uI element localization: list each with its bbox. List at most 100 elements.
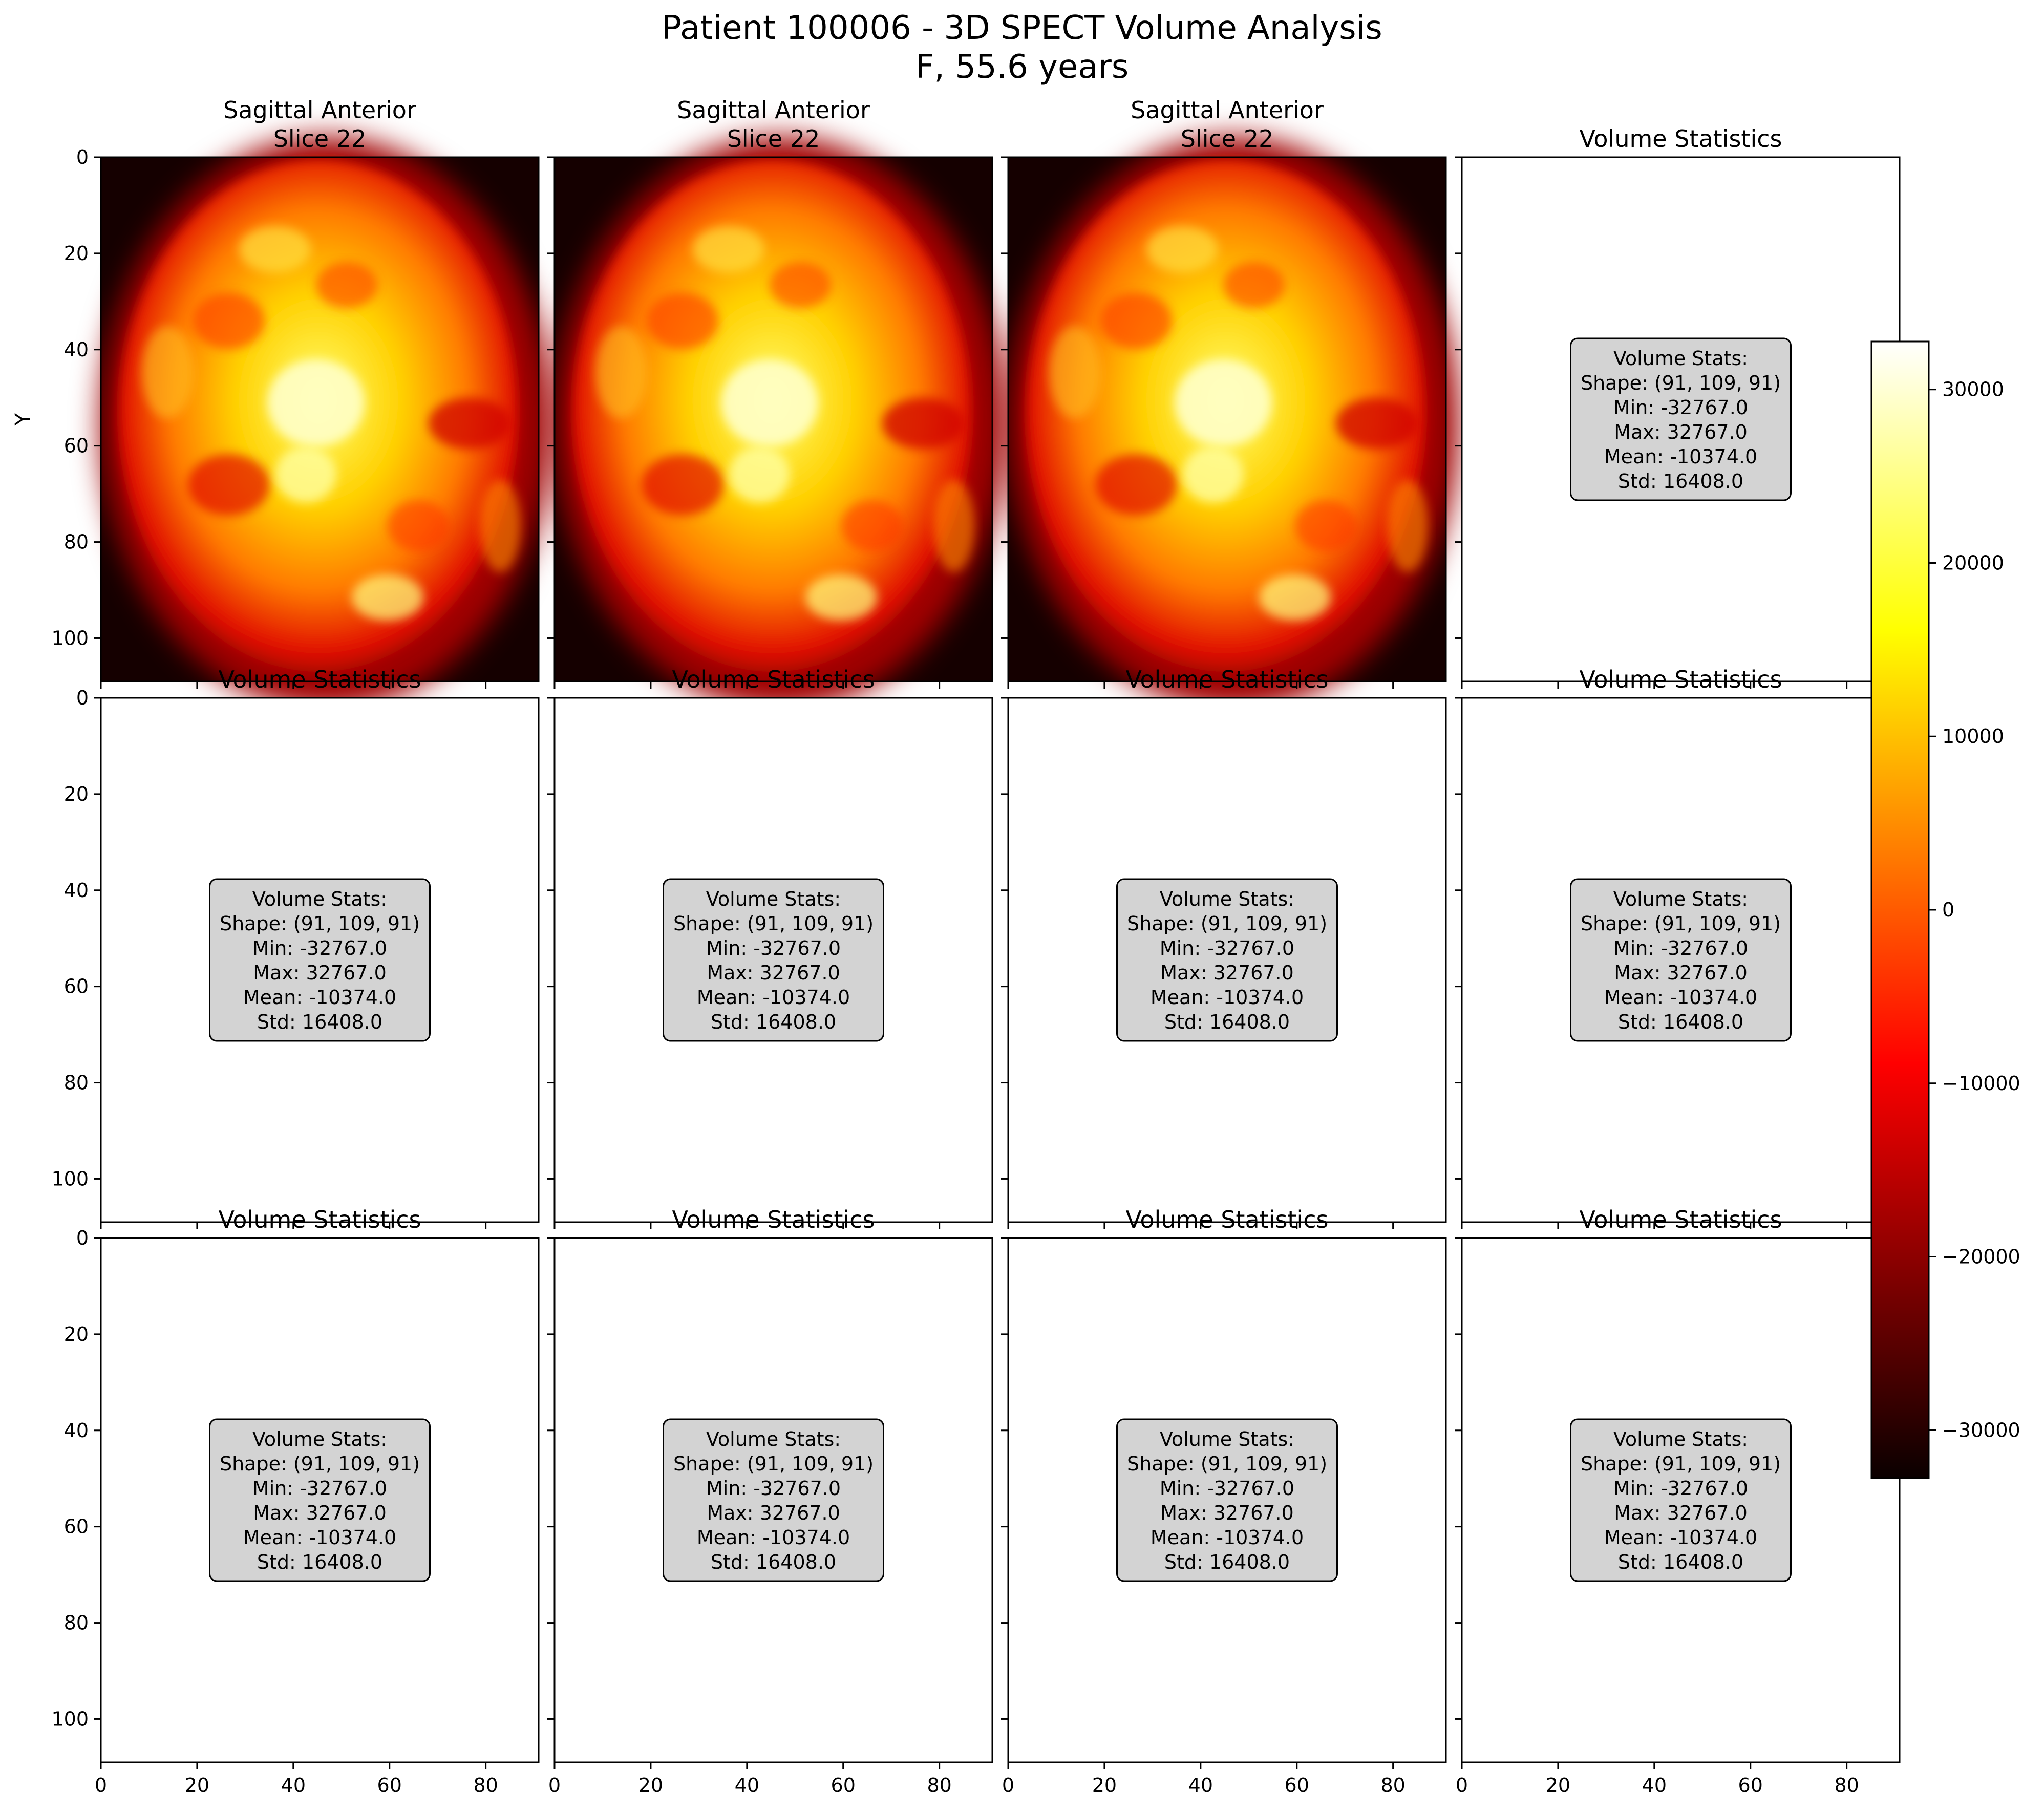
stats-line: Shape: (91, 109, 91) [1127, 1453, 1327, 1475]
stats-line: Mean: -10374.0 [1604, 1526, 1757, 1549]
colorbar-tick-label: 0 [1942, 899, 1954, 921]
x-tick-label: 40 [1642, 1774, 1667, 1797]
colorbar-tick-label: −30000 [1942, 1419, 2020, 1441]
y-tick-label: 20 [64, 1323, 89, 1346]
panel-2-2: Volume Stats: Shape: (91, 109, 91)Min: -3… [1001, 1206, 1447, 1797]
stats-box [1116, 1418, 1338, 1582]
y-tick-label: 0 [76, 687, 89, 709]
y-tick-label: 100 [51, 1708, 89, 1730]
stats-line: Volume Stats: [252, 1428, 387, 1450]
stats-line: Std: 16408.0 [1164, 1011, 1290, 1033]
panel-frame [553, 697, 993, 1223]
stats-box [663, 1418, 884, 1582]
stats-line: Shape: (91, 109, 91) [220, 1453, 420, 1475]
panel-frame [100, 697, 540, 1223]
stats-line: Std: 16408.0 [1618, 1011, 1743, 1033]
panel-frame [1461, 1237, 1901, 1763]
stats-line: Min: -32767.0 [706, 937, 841, 959]
x-tick-label: 0 [1456, 1774, 1468, 1797]
y-tick-label: 20 [64, 783, 89, 805]
stats-line: Min: -32767.0 [1613, 937, 1748, 959]
y-tick-label: 0 [76, 146, 89, 168]
panel-title: Slice 22 [273, 125, 367, 153]
y-tick-label: 20 [64, 242, 89, 265]
x-tick-label: 80 [1380, 1774, 1405, 1797]
y-tick-label: 80 [64, 531, 89, 553]
panel-2-1: Volume Stats: Shape: (91, 109, 91)Min: -3… [547, 1206, 993, 1797]
spect-slice-image [101, 137, 551, 710]
stats-line: Mean: -10374.0 [243, 986, 396, 1009]
stats-line: Volume Stats: [706, 888, 841, 910]
panel-frame [100, 156, 540, 682]
stats-line: Shape: (91, 109, 91) [1127, 912, 1327, 935]
panel-title: Volume Statistics [672, 1206, 875, 1233]
y-tick-label: 60 [64, 1516, 89, 1538]
panel-1-3: Volume Stats:Shape: (91, 109, 91)Min: -3… [1455, 666, 1901, 1229]
stats-line: Min: -32767.0 [1613, 1477, 1748, 1500]
y-tick-label: 100 [51, 627, 89, 649]
x-tick-label: 80 [927, 1774, 951, 1797]
y-tick-label: 0 [76, 1227, 89, 1249]
stats-line: Volume Stats: [1160, 1428, 1294, 1450]
panel-title: Volume Statistics [1580, 666, 1782, 693]
x-tick-label: 20 [1092, 1774, 1117, 1797]
stats-line: Max: 32767.0 [1614, 962, 1748, 984]
x-tick-label: 0 [1002, 1774, 1014, 1797]
colorbar-gradient [1870, 340, 1930, 1479]
x-tick-label: 60 [1738, 1774, 1763, 1797]
panel-title: Slice 22 [727, 125, 820, 153]
y-tick-label: 80 [64, 1612, 89, 1634]
x-tick-label: 20 [185, 1774, 209, 1797]
y-tick-label: 40 [64, 1419, 89, 1442]
stats-line: Volume Stats: [1613, 888, 1748, 910]
stats-line: Max: 32767.0 [253, 962, 387, 984]
stats-line: Min: -32767.0 [1613, 396, 1748, 419]
panel-title: Volume Statistics [219, 666, 421, 693]
stats-line: Max: 32767.0 [1614, 1502, 1748, 1524]
stats-line: Mean: -10374.0 [243, 1526, 396, 1549]
stats-line: Mean: -10374.0 [1604, 986, 1757, 1009]
x-tick-label: 60 [831, 1774, 856, 1797]
panel-1-1: Volume Stats:Shape: (91, 109, 91)Min: -3… [547, 666, 993, 1229]
colorbar-tick-label: −20000 [1942, 1246, 2020, 1268]
panel-frame [1007, 156, 1447, 682]
stats-line: Max: 32767.0 [707, 962, 840, 984]
panel-title: Volume Statistics [672, 666, 875, 693]
stats-line: Mean: -10374.0 [1151, 986, 1304, 1009]
panel-title: Volume Statistics [219, 1206, 421, 1233]
panel-title: Sagittal Anterior [677, 96, 870, 124]
panel-frame [553, 156, 993, 682]
panel-2-3: Volume Stats: Shape: (91, 109, 91)Min: -3… [1455, 1206, 1901, 1797]
stats-box [209, 878, 431, 1042]
stats-box [1570, 337, 1792, 501]
spect-slice-image [1008, 137, 1459, 710]
x-tick-label: 20 [1546, 1774, 1570, 1797]
colorbar: 30000 20000 10000 0 −10000 −20000 −30000 [1870, 340, 2020, 1479]
x-tick-label: 40 [735, 1774, 759, 1797]
stats-line: Mean: -10374.0 [697, 986, 850, 1009]
stats-line: Mean: -10374.0 [1604, 445, 1757, 468]
panel-1-0: Volume Stats:Shape: (91, 109, 91)Min: -3… [51, 666, 540, 1229]
figure-title-line1: Patient 100006 - 3D SPECT Volume Analysi… [662, 9, 1382, 47]
stats-line: Max: 32767.0 [1160, 1502, 1294, 1524]
panel-title: Slice 22 [1181, 125, 1274, 153]
stats-line: Min: -32767.0 [252, 937, 387, 959]
panel-title: Volume Statistics [1580, 1206, 1782, 1233]
stats-box [1570, 878, 1792, 1042]
stats-box [1570, 1418, 1792, 1582]
stats-line: Std: 16408.0 [1618, 470, 1743, 493]
stats-line: Std: 16408.0 [257, 1011, 382, 1033]
spect-slice-image [555, 137, 1005, 710]
x-tick-label: 60 [1285, 1774, 1309, 1797]
stats-line: Volume Stats: [252, 888, 387, 910]
stats-line: Max: 32767.0 [1160, 962, 1294, 984]
x-tick-label: 0 [548, 1774, 561, 1797]
x-tick-label: 80 [1834, 1774, 1859, 1797]
stats-line: Max: 32767.0 [707, 1502, 840, 1524]
y-tick-label: 100 [51, 1167, 89, 1190]
x-tick-label: 0 [95, 1774, 107, 1797]
stats-box [663, 878, 884, 1042]
panel-1-2: Volume Stats:Shape: (91, 109, 91)Min: -3… [1001, 666, 1447, 1229]
